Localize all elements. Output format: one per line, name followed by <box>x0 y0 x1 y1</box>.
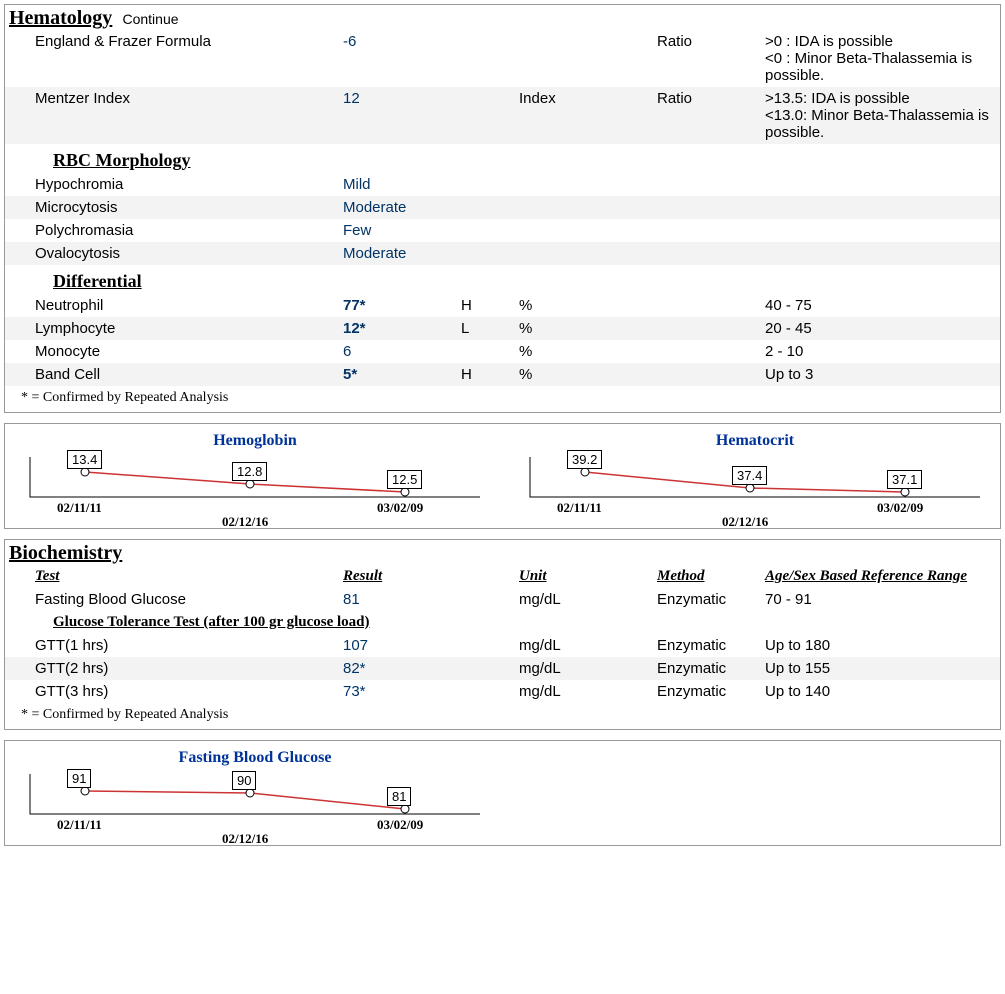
table-row: Lymphocyte12*L%20 - 45 <box>5 317 1000 340</box>
hemoglobin-chart: Hemoglobin 13.412.812.502/11/1102/12/160… <box>25 432 485 522</box>
table-row: OvalocytosisModerate <box>5 242 1000 265</box>
chart-date-label: 02/12/16 <box>222 514 268 530</box>
rbc-table: HypochromiaMildMicrocytosisModeratePolyc… <box>5 173 1000 265</box>
chart-value-label: 39.2 <box>567 450 602 469</box>
table-row: HypochromiaMild <box>5 173 1000 196</box>
table-row: Mentzer Index12IndexRatio>13.5: IDA is p… <box>5 87 1000 144</box>
chart-date-label: 02/11/11 <box>57 817 102 833</box>
hema-charts-panel: Hemoglobin 13.4 12.8 12.5 02/11/11 02/12/16 0… <box>4 423 1001 529</box>
table-row: PolychromasiaFew <box>5 219 1000 242</box>
gtt-title: Glucose Tolerance Test (after 100 gr glu… <box>5 611 1000 634</box>
chart-date-label: 03/02/09 <box>377 500 423 516</box>
hdr-test: Test <box>5 565 339 588</box>
chart-date-label: 03/02/09 <box>877 500 923 516</box>
chart-value-label: 13.4 <box>67 450 102 469</box>
biochem-headers: Test Result Unit Method Age/Sex Based Re… <box>5 565 1000 588</box>
chart-value-label: 37.4 <box>732 466 767 485</box>
hematocrit-chart: Hematocrit 39.237.437.102/11/1102/12/160… <box>525 432 985 522</box>
table-row: Neutrophil77*H%40 - 75 <box>5 294 1000 317</box>
table-row: GTT(2 hrs)82*mg/dLEnzymaticUp to 155 <box>5 657 1000 680</box>
hdr-range: Age/Sex Based Reference Range <box>761 565 1000 588</box>
bio-chart-panel: Fasting Blood Glucose 91 90 81 02/11/11 02/1… <box>4 740 1001 846</box>
table-row: Band Cell5*H%Up to 3 <box>5 363 1000 386</box>
chart-date-label: 02/11/11 <box>57 500 102 516</box>
biochemistry-panel: Biochemistry Test Result Unit Method Age… <box>4 539 1001 730</box>
biochemistry-title: Biochemistry <box>5 542 122 565</box>
fbg-chart: Fasting Blood Glucose 91908102/11/1102/1… <box>25 749 485 839</box>
chart-value-label: 37.1 <box>887 470 922 489</box>
chart-date-label: 02/12/16 <box>722 514 768 530</box>
chart-date-label: 03/02/09 <box>377 817 423 833</box>
gtt-title-row: Glucose Tolerance Test (after 100 gr glu… <box>5 611 1000 634</box>
biochem-table: Test Result Unit Method Age/Sex Based Re… <box>5 565 1000 703</box>
hematology-title: Hematology <box>5 7 112 30</box>
table-row: GTT(1 hrs)107mg/dLEnzymaticUp to 180 <box>5 634 1000 657</box>
chart-value-label: 12.8 <box>232 462 267 481</box>
rbc-morph-title: RBC Morphology <box>5 150 1000 171</box>
hdr-unit: Unit <box>515 565 653 588</box>
table-row: Monocyte6%2 - 10 <box>5 340 1000 363</box>
bio-footnote: * = Confirmed by Repeated Analysis <box>5 707 1000 723</box>
table-row: GTT(3 hrs)73*mg/dLEnzymaticUp to 140 <box>5 680 1000 703</box>
hemoglobin-chart-title: Hemoglobin <box>25 432 485 450</box>
hdr-result: Result <box>339 565 457 588</box>
table-row: England & Frazer Formula-6Ratio>0 : IDA … <box>5 30 1000 87</box>
chart-date-label: 02/12/16 <box>222 831 268 847</box>
chart-date-label: 02/11/11 <box>557 500 602 516</box>
diff-table: Neutrophil77*H%40 - 75Lymphocyte12*L%20 … <box>5 294 1000 386</box>
chart-value-label: 90 <box>232 771 256 790</box>
hematology-table: England & Frazer Formula-6Ratio>0 : IDA … <box>5 30 1000 144</box>
hematocrit-chart-title: Hematocrit <box>525 432 985 450</box>
chart-value-label: 81 <box>387 787 411 806</box>
table-row: Fasting Blood Glucose81mg/dLEnzymatic70 … <box>5 588 1000 611</box>
hdr-method: Method <box>653 565 761 588</box>
table-row: MicrocytosisModerate <box>5 196 1000 219</box>
differential-title: Differential <box>5 271 1000 292</box>
chart-value-label: 12.5 <box>387 470 422 489</box>
fbg-chart-title: Fasting Blood Glucose <box>25 749 485 767</box>
hema-footnote: * = Confirmed by Repeated Analysis <box>5 390 1000 406</box>
hematology-panel: Hematology Continue England & Frazer For… <box>4 4 1001 413</box>
chart-value-label: 91 <box>67 769 91 788</box>
continue-label: Continue <box>122 11 178 27</box>
